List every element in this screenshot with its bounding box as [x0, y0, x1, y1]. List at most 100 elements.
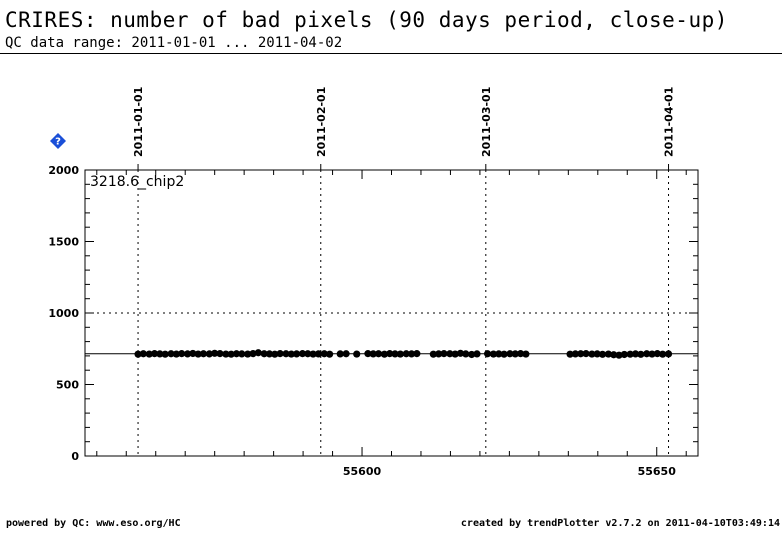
data-point — [435, 350, 443, 358]
y-tick-label: 1000 — [48, 307, 79, 320]
data-point — [522, 350, 530, 358]
footer-powered-by: powered by QC: www.eso.org/HC — [6, 518, 181, 529]
data-point — [232, 350, 241, 358]
data-point — [156, 350, 164, 358]
data-point — [620, 350, 628, 359]
data-point — [353, 350, 361, 358]
data-point — [276, 350, 284, 358]
data-point — [489, 350, 498, 358]
y-tick-label: 0 — [71, 450, 79, 463]
data-point — [626, 350, 634, 358]
data-point — [577, 350, 585, 358]
date-marker-label: 2011-04-01 — [663, 87, 676, 157]
bad-pixels-chart: ? 3218.6_chip2 0 500 1000 1500 2000 55600 5565… — [48, 87, 699, 478]
data-point — [178, 350, 186, 358]
data-point — [380, 350, 389, 358]
data-point — [500, 350, 508, 358]
data-point — [145, 350, 153, 358]
data-point — [244, 350, 252, 358]
data-point — [139, 350, 147, 358]
help-icon-glyph: ? — [55, 137, 61, 148]
data-point — [211, 349, 219, 357]
data-point — [402, 350, 410, 358]
data-point — [205, 350, 213, 358]
x-tick-label: 55650 — [638, 465, 677, 478]
data-point — [172, 350, 180, 358]
data-point — [588, 350, 596, 358]
data-point — [167, 350, 175, 358]
plot-layer: 0 500 1000 1500 2000 55600 55650 2011-01-01 2011… — [48, 87, 699, 478]
data-point — [664, 350, 673, 358]
x-tick-label: 55600 — [343, 465, 382, 478]
data-point — [271, 350, 279, 358]
data-point — [495, 350, 503, 358]
data-point — [199, 350, 208, 358]
data-point — [483, 350, 492, 358]
data-point — [429, 350, 437, 358]
date-marker-label: 2011-03-01 — [480, 87, 493, 157]
data-point — [391, 350, 399, 358]
data-point — [150, 350, 159, 358]
data-point — [254, 349, 262, 357]
data-point — [604, 350, 613, 358]
data-point — [643, 350, 651, 358]
data-point — [407, 350, 416, 358]
data-point — [314, 350, 323, 358]
data-point — [336, 350, 344, 358]
data-point — [309, 350, 317, 358]
data-point — [320, 350, 328, 358]
data-point — [222, 350, 230, 358]
y-tick-label: 500 — [56, 379, 79, 392]
data-point — [396, 350, 404, 358]
data-point — [571, 350, 580, 358]
data-point — [653, 350, 661, 358]
data-point — [386, 350, 394, 358]
data-point — [615, 351, 623, 359]
y-tick-label: 1500 — [48, 236, 79, 249]
data-point — [326, 350, 334, 358]
data-point — [249, 350, 257, 358]
data-point — [582, 350, 590, 358]
data-point — [413, 350, 421, 358]
chart-subtitle: QC data range: 2011-01-01 ... 2011-04-02 — [5, 35, 343, 51]
data-point — [511, 350, 519, 358]
chart-title: CRIRES: number of bad pixels (90 days pe… — [5, 8, 728, 32]
data-point — [342, 350, 350, 358]
data-point — [265, 350, 274, 358]
data-point — [364, 350, 372, 358]
header-divider — [0, 53, 782, 54]
data-point — [610, 351, 618, 359]
data-point — [374, 350, 383, 358]
data-point — [598, 350, 607, 358]
data-point — [183, 350, 192, 358]
data-point — [593, 350, 601, 358]
data-point — [293, 350, 301, 358]
data-point — [369, 350, 377, 358]
data-point — [440, 350, 448, 358]
data-point — [637, 350, 645, 358]
data-point — [631, 350, 640, 358]
data-point — [304, 350, 312, 358]
data-point — [227, 350, 235, 358]
y-tick-label: 2000 — [48, 164, 79, 177]
data-point — [189, 349, 197, 358]
data-point — [194, 350, 202, 358]
help-diamond-icon[interactable]: ? — [50, 133, 66, 149]
date-marker-label: 2011-01-01 — [132, 87, 145, 157]
help-icon-diamond — [50, 133, 66, 149]
data-point — [456, 349, 465, 357]
data-point — [462, 350, 470, 358]
data-point — [516, 350, 525, 358]
data-point — [134, 350, 142, 358]
data-point — [506, 350, 514, 358]
data-point — [298, 350, 307, 358]
data-point — [161, 350, 169, 358]
data-point — [260, 350, 268, 358]
data-point — [566, 350, 574, 358]
data-point — [473, 350, 481, 358]
data-point — [451, 350, 459, 358]
panel-label: 3218.6_chip2 — [90, 174, 184, 190]
data-point — [648, 350, 656, 358]
date-marker-label: 2011-02-01 — [315, 87, 328, 157]
data-point — [216, 350, 224, 358]
